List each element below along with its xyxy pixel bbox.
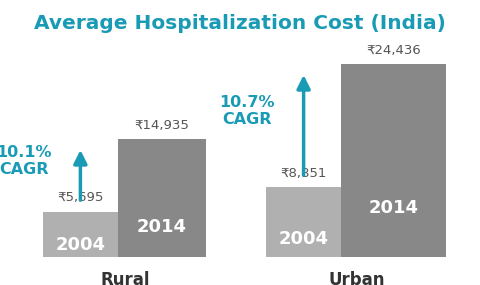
Text: Urban: Urban — [328, 271, 384, 285]
Text: 10.7%
CAGR: 10.7% CAGR — [219, 95, 275, 127]
Text: ₹5,695: ₹5,695 — [57, 192, 104, 204]
Bar — [341, 64, 446, 256]
Text: ₹14,935: ₹14,935 — [134, 119, 190, 131]
Bar — [266, 187, 341, 256]
Text: 10.1%
CAGR: 10.1% CAGR — [0, 145, 52, 177]
Text: Rural: Rural — [100, 271, 150, 285]
Bar — [43, 211, 118, 256]
Text: 2004: 2004 — [55, 236, 106, 254]
Text: Average Hospitalization Cost (India): Average Hospitalization Cost (India) — [34, 14, 446, 33]
Text: 2004: 2004 — [278, 230, 329, 248]
Bar — [118, 139, 206, 256]
Text: 2014: 2014 — [137, 218, 187, 236]
Text: ₹24,436: ₹24,436 — [366, 44, 421, 56]
Text: ₹8,851: ₹8,851 — [280, 166, 327, 180]
Text: 2014: 2014 — [369, 199, 419, 217]
